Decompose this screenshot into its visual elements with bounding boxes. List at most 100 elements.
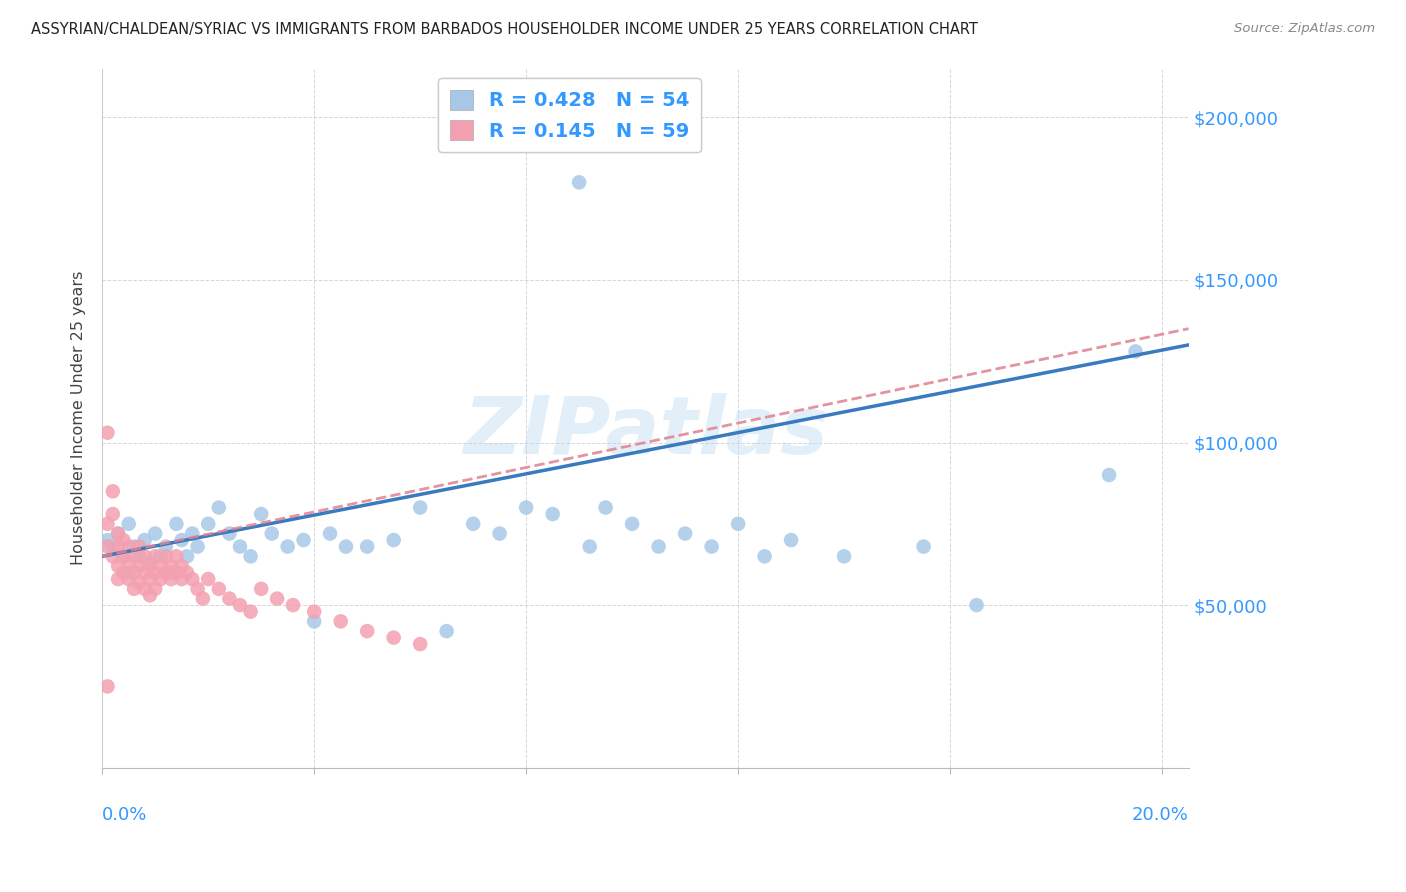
- Point: [143, 566, 166, 580]
- Point: [176, 566, 198, 580]
- Point: [208, 582, 231, 596]
- Point: [107, 526, 129, 541]
- Point: [101, 507, 124, 521]
- Text: Source: ZipAtlas.com: Source: ZipAtlas.com: [1234, 22, 1375, 36]
- Point: [118, 540, 141, 554]
- Point: [122, 582, 145, 596]
- Point: [568, 175, 591, 189]
- Point: [197, 572, 219, 586]
- Point: [832, 549, 855, 564]
- Point: [101, 540, 124, 554]
- Point: [292, 533, 315, 547]
- Point: [409, 500, 432, 515]
- Point: [149, 559, 172, 574]
- Point: [96, 680, 118, 694]
- Point: [382, 533, 405, 547]
- Point: [128, 559, 150, 574]
- Point: [239, 549, 262, 564]
- Point: [281, 598, 304, 612]
- Point: [218, 591, 240, 606]
- Point: [107, 540, 129, 554]
- Point: [1098, 468, 1121, 483]
- Point: [107, 526, 129, 541]
- Point: [128, 575, 150, 590]
- Text: ZIPatlas: ZIPatlas: [463, 393, 828, 471]
- Point: [139, 559, 162, 574]
- Y-axis label: Householder Income Under 25 years: Householder Income Under 25 years: [72, 271, 86, 566]
- Point: [107, 572, 129, 586]
- Point: [409, 637, 432, 651]
- Point: [107, 559, 129, 574]
- Point: [176, 549, 198, 564]
- Point: [329, 615, 352, 629]
- Point: [160, 572, 183, 586]
- Point: [101, 549, 124, 564]
- Point: [118, 566, 141, 580]
- Text: ASSYRIAN/CHALDEAN/SYRIAC VS IMMIGRANTS FROM BARBADOS HOUSEHOLDER INCOME UNDER 25: ASSYRIAN/CHALDEAN/SYRIAC VS IMMIGRANTS F…: [31, 22, 977, 37]
- Point: [165, 516, 187, 531]
- Point: [155, 549, 177, 564]
- Point: [463, 516, 485, 531]
- Point: [101, 484, 124, 499]
- Point: [170, 533, 193, 547]
- Point: [112, 533, 135, 547]
- Point: [208, 500, 231, 515]
- Point: [356, 540, 378, 554]
- Point: [239, 605, 262, 619]
- Point: [780, 533, 803, 547]
- Point: [966, 598, 988, 612]
- Point: [250, 582, 273, 596]
- Point: [181, 526, 204, 541]
- Point: [96, 533, 118, 547]
- Point: [197, 516, 219, 531]
- Point: [277, 540, 299, 554]
- Legend: R = 0.428   N = 54, R = 0.145   N = 59: R = 0.428 N = 54, R = 0.145 N = 59: [439, 78, 700, 153]
- Point: [160, 559, 183, 574]
- Point: [181, 572, 204, 586]
- Point: [122, 566, 145, 580]
- Point: [118, 556, 141, 570]
- Point: [319, 526, 342, 541]
- Point: [112, 566, 135, 580]
- Point: [139, 588, 162, 602]
- Point: [218, 526, 240, 541]
- Point: [229, 598, 252, 612]
- Point: [266, 591, 288, 606]
- Point: [754, 549, 776, 564]
- Point: [160, 566, 183, 580]
- Point: [122, 540, 145, 554]
- Point: [727, 516, 749, 531]
- Point: [260, 526, 283, 541]
- Point: [302, 615, 325, 629]
- Point: [170, 559, 193, 574]
- Point: [128, 540, 150, 554]
- Point: [139, 572, 162, 586]
- Text: 20.0%: 20.0%: [1132, 806, 1188, 824]
- Point: [595, 500, 617, 515]
- Point: [118, 516, 141, 531]
- Point: [155, 540, 177, 554]
- Point: [436, 624, 458, 639]
- Point: [143, 549, 166, 564]
- Point: [578, 540, 600, 554]
- Point: [250, 507, 273, 521]
- Point: [912, 540, 935, 554]
- Point: [128, 549, 150, 564]
- Point: [134, 549, 156, 564]
- Point: [673, 526, 696, 541]
- Point: [149, 572, 172, 586]
- Point: [112, 549, 135, 564]
- Point: [122, 549, 145, 564]
- Point: [134, 533, 156, 547]
- Point: [647, 540, 669, 554]
- Point: [335, 540, 357, 554]
- Point: [488, 526, 510, 541]
- Point: [112, 549, 135, 564]
- Point: [187, 582, 209, 596]
- Point: [139, 556, 162, 570]
- Point: [170, 572, 193, 586]
- Point: [155, 566, 177, 580]
- Point: [143, 582, 166, 596]
- Point: [302, 605, 325, 619]
- Point: [96, 516, 118, 531]
